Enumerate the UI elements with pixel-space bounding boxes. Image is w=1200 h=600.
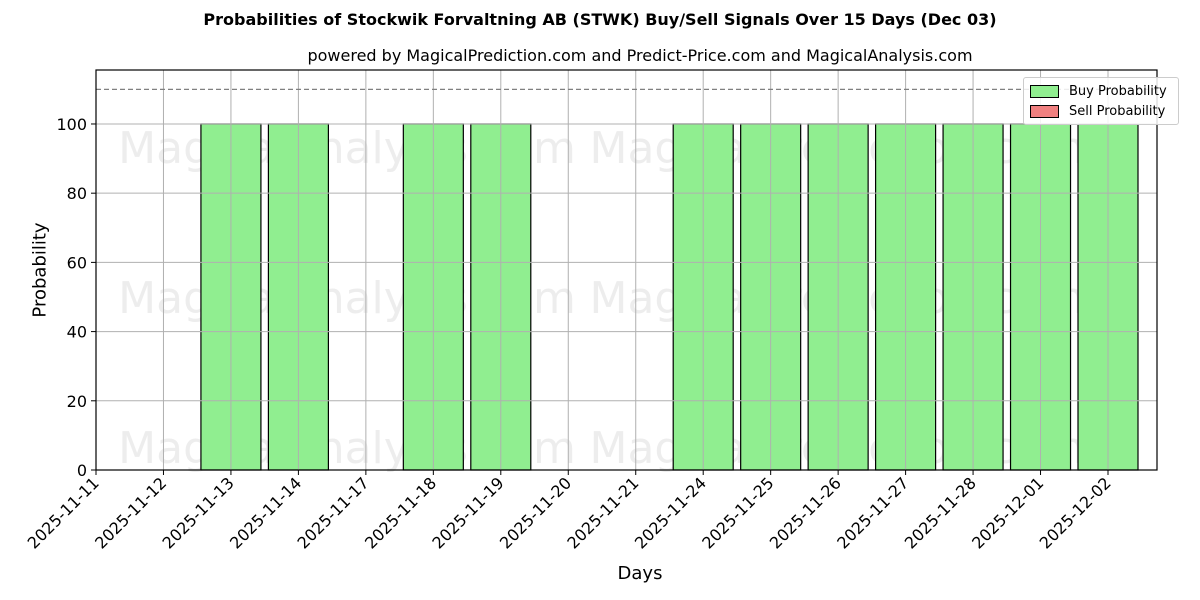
y-tick-label: 20	[67, 392, 87, 411]
buy-swatch-icon	[1030, 84, 1059, 98]
x-tick-label: 2025-11-20	[496, 473, 575, 552]
sell-swatch-icon	[1030, 104, 1059, 118]
x-tick-label: 2025-11-14	[226, 473, 305, 552]
x-tick-label: 2025-11-12	[91, 473, 170, 552]
legend-buy-label: Buy Probability	[1069, 83, 1167, 99]
x-tick-label: 2025-11-19	[428, 473, 507, 552]
chart-subtitle: powered by MagicalPrediction.com and Pre…	[307, 46, 973, 65]
x-tick-label: 2025-11-11	[24, 473, 103, 552]
x-tick-label: 2025-12-02	[1036, 473, 1115, 552]
y-tick-label: 60	[67, 253, 87, 272]
chart-title: Probabilities of Stockwik Forvaltning AB…	[203, 10, 997, 29]
legend: Buy Probability Sell Probability	[1023, 77, 1179, 125]
x-tick-label: 2025-11-18	[361, 473, 440, 552]
legend-sell-label: Sell Probability	[1069, 103, 1166, 119]
legend-item-sell: Sell Probability	[1030, 103, 1165, 119]
legend-item-buy: Buy Probability	[1030, 83, 1167, 99]
plot-frame	[95, 69, 1158, 471]
x-tick-label: 2025-11-27	[833, 473, 912, 552]
x-tick-label: 2025-11-26	[766, 473, 845, 552]
y-tick-label: 80	[67, 184, 87, 203]
y-axis-label: Probability	[29, 222, 51, 318]
x-tick-label: 2025-11-24	[631, 473, 710, 552]
x-tick-label: 2025-11-13	[159, 473, 238, 552]
x-tick-label: 2025-11-21	[563, 473, 642, 552]
x-tick-label: 2025-11-17	[294, 473, 373, 552]
y-tick-label: 100	[56, 115, 87, 134]
x-tick-label: 2025-11-25	[698, 473, 777, 552]
x-axis-label: Days	[617, 563, 663, 584]
x-tick-label: 2025-11-28	[901, 473, 980, 552]
y-tick-label: 40	[67, 323, 87, 342]
x-tick-label: 2025-12-01	[968, 473, 1047, 552]
y-tick-label: 0	[77, 461, 87, 480]
